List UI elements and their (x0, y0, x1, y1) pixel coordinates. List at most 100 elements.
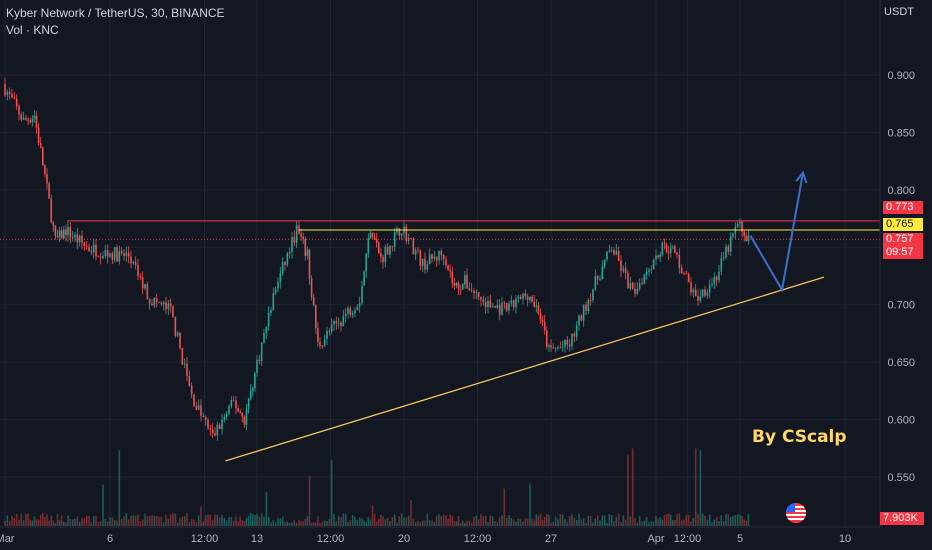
candle-body (344, 313, 347, 317)
volume-bar (494, 521, 496, 526)
chart-title: Kyber Network / TetherUS, 30, BINANCE (6, 6, 225, 20)
candle-body (281, 261, 284, 274)
volume-bar (335, 521, 338, 526)
candle-body (496, 305, 499, 308)
candle-body (524, 293, 527, 297)
volume-bar (340, 517, 342, 526)
resistance-price-badge: 0.773 (883, 201, 923, 214)
volume-bar (337, 516, 340, 526)
volume-bar (153, 515, 156, 526)
volume-bar (557, 519, 559, 526)
candle-body (596, 276, 599, 280)
candle-body (494, 306, 496, 308)
volume-bar (347, 522, 349, 526)
candle-body (739, 221, 741, 224)
volume-bar (734, 515, 737, 526)
candle-body (232, 400, 235, 401)
volume-bar (578, 513, 580, 526)
volume-bar (179, 518, 181, 526)
volume-bar (512, 519, 515, 526)
candle-body (470, 289, 473, 291)
volume-bar (541, 519, 544, 526)
volume-bar (174, 513, 177, 526)
volume-bar (515, 521, 517, 526)
volume-bar (701, 513, 704, 526)
candle-body (111, 253, 114, 260)
volume-bar (328, 518, 331, 526)
candle-body (421, 258, 424, 266)
candle-body (587, 300, 590, 312)
volume-bar (245, 518, 248, 526)
volume-bar (548, 514, 550, 526)
volume-bar (552, 521, 555, 526)
volume-bar (162, 522, 165, 526)
volume-bar (363, 520, 365, 526)
time-axis[interactable]: Mar 6 12:00 13 12:00 20 12:00 27 Apr 12:00 5 10 (0, 526, 880, 545)
volume-indicator-label[interactable]: Vol · KNC (6, 23, 59, 37)
candle-body (398, 228, 401, 236)
candle-body (400, 233, 403, 236)
volume-bar (188, 522, 191, 526)
candle-body (606, 251, 608, 260)
volume-bar (81, 518, 83, 526)
volume-bar (228, 516, 230, 526)
volume-bar (573, 517, 576, 526)
volume-bar (321, 521, 324, 526)
price-tick-label: 0.700 (887, 300, 915, 312)
volume-bar (102, 484, 104, 526)
volume-bar (624, 519, 627, 526)
volume-bar (449, 514, 451, 526)
candle-body (37, 127, 40, 143)
volume-bar (288, 522, 291, 526)
volume-bar (298, 520, 300, 526)
candle-body (95, 244, 97, 257)
volume-bar (134, 515, 137, 526)
volume-bar (155, 515, 158, 526)
candle-body (340, 322, 342, 327)
candle-body (65, 229, 67, 236)
volume-bar (715, 517, 718, 526)
volume-bar (421, 520, 424, 526)
candle-body (517, 296, 520, 299)
volume-bar (54, 522, 57, 526)
candle-body (22, 117, 25, 120)
candle-body (665, 243, 668, 252)
us-flag-icon[interactable] (786, 503, 806, 523)
volume-bar (232, 520, 235, 526)
volume-bar (221, 514, 223, 526)
volume-bar (195, 522, 198, 526)
candle-body (729, 236, 732, 252)
candle-body (67, 226, 69, 236)
candle-body (272, 293, 275, 311)
time-tick-label: 10 (839, 533, 851, 545)
candle-body (526, 296, 529, 301)
volume-bar (272, 519, 275, 526)
candle-body (412, 238, 415, 255)
volume-bar (60, 515, 63, 526)
candle-body (663, 243, 666, 244)
volume-bar (190, 519, 193, 526)
volume-bar (241, 520, 244, 526)
volume-bar (464, 522, 466, 526)
volume-bar (613, 521, 615, 526)
candle-body (306, 249, 309, 256)
candle-body (197, 405, 200, 410)
volume-bar (431, 520, 433, 526)
candle-body (333, 321, 335, 325)
volume-bar (699, 450, 702, 526)
candle-body (594, 276, 597, 290)
volume-bar (594, 518, 597, 526)
candle-body (239, 411, 241, 414)
volume-bar (529, 483, 531, 526)
candle-body (378, 242, 380, 254)
candle-body (200, 405, 202, 416)
volume-bar (202, 521, 205, 526)
candle-body (326, 331, 328, 340)
price-tick-label: 0.850 (887, 127, 915, 139)
volume-bar (310, 522, 313, 526)
candle-body (31, 118, 34, 123)
volume-bar (127, 519, 130, 526)
candle-body (109, 253, 111, 257)
